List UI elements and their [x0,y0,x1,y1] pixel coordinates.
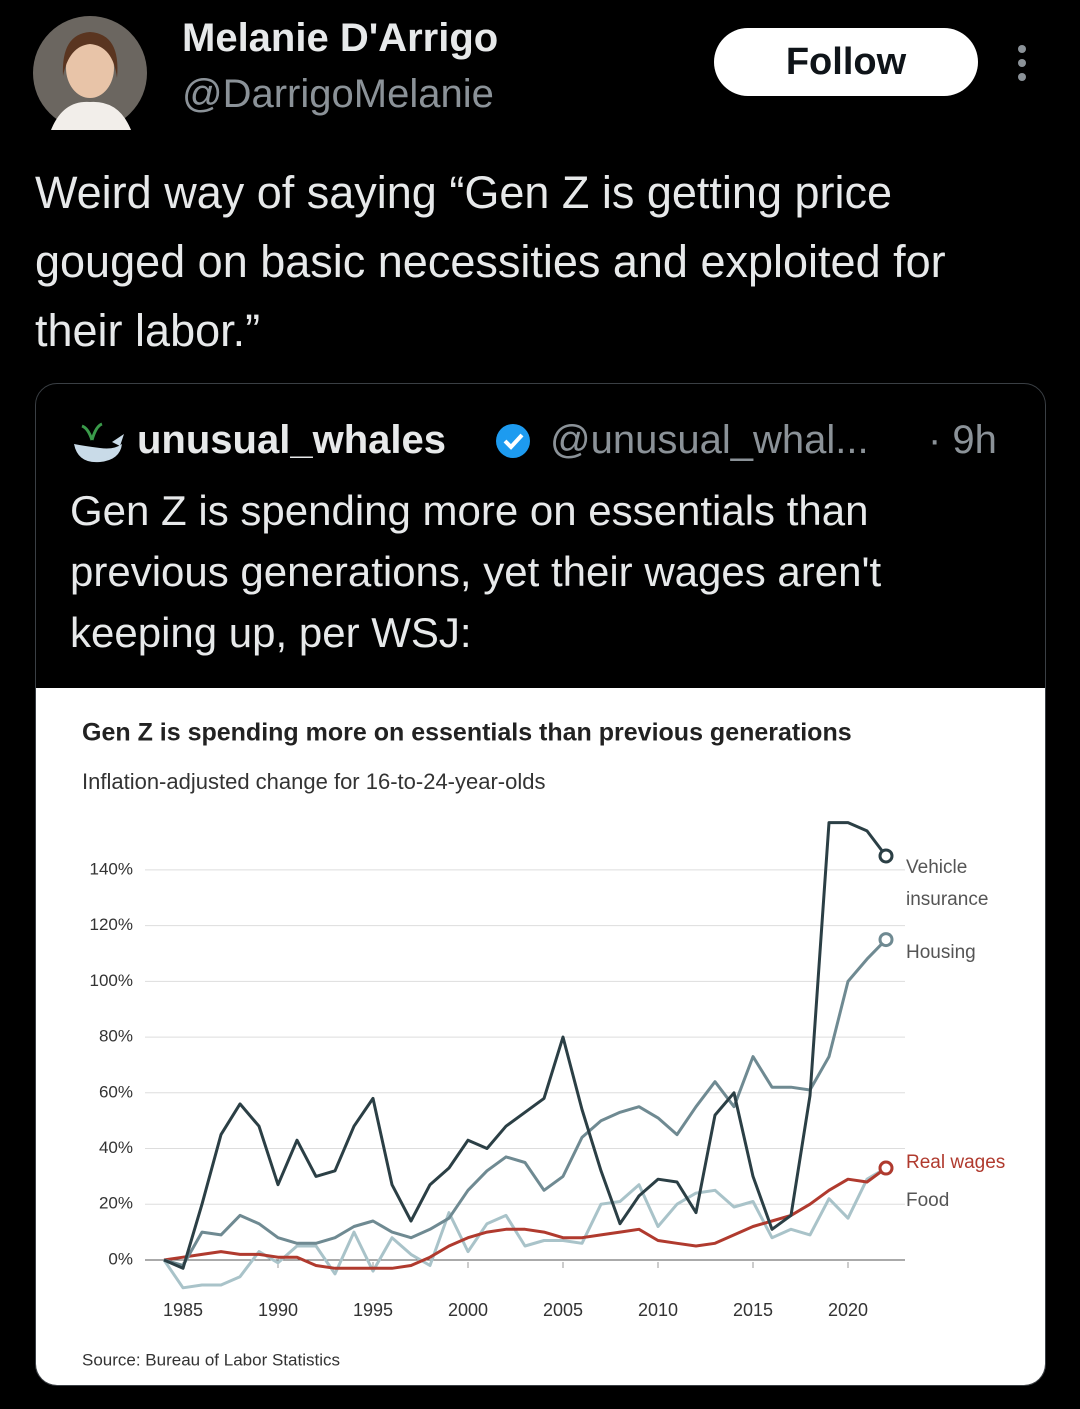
series-label: Real wages [906,1152,1006,1173]
x-tick-label: 2000 [448,1300,488,1320]
y-tick-label: 140% [90,859,133,878]
series-line [163,821,888,1270]
series-label: Food [906,1190,950,1211]
x-tick-label: 1990 [258,1300,298,1320]
y-tick-label: 80% [99,1027,133,1046]
y-tick-label: 100% [90,971,133,990]
chart-subtitle: Inflation-adjusted change for 16-to-24-y… [82,769,546,794]
x-tick-label: 2005 [543,1300,583,1320]
quoted-tweet[interactable] [35,383,1046,1386]
avatar[interactable] [33,16,148,131]
x-tick-label: 2020 [828,1300,868,1320]
more-menu[interactable] [1012,44,1032,84]
y-tick-label: 20% [99,1194,133,1213]
quoted-time: · 9h [928,418,997,462]
whale-icon [74,422,124,463]
verified-badge [496,424,530,458]
y-tick-label: 0% [108,1249,133,1268]
y-tick-label: 40% [99,1138,133,1157]
x-tick-label: 2015 [733,1300,773,1320]
series-line [163,938,888,1267]
x-tick-label: 1985 [163,1300,203,1320]
end-marker [878,848,894,864]
series-label: Vehicle insurance [906,857,989,910]
x-tick-label: 2010 [638,1300,678,1320]
chart-source: Source: Bureau of Labor Statistics [82,1350,340,1369]
end-marker [878,1160,894,1176]
quoted-author-name[interactable]: unusual_whales [137,418,446,462]
x-tick-label: 1995 [353,1300,393,1320]
author-name[interactable]: Melanie D'Arrigo [182,16,499,60]
chart-title: Gen Z is spending more on essentials tha… [82,719,852,747]
follow-button[interactable]: Follow [714,28,978,96]
series-label: Housing [906,942,976,963]
author-handle[interactable]: @DarrigoMelanie [182,72,494,116]
chart-background [36,688,1045,1385]
quoted-text: Gen Z is spending more on essentials tha… [70,487,882,656]
series-line [163,1166,887,1270]
end-marker [878,932,894,948]
quoted-handle[interactable]: @unusual_whal... [550,418,869,462]
tweet-text: Weird way of saying “Gen Z is getting pr… [35,167,946,356]
y-tick-label: 120% [90,915,133,934]
y-tick-label: 60% [99,1082,133,1101]
